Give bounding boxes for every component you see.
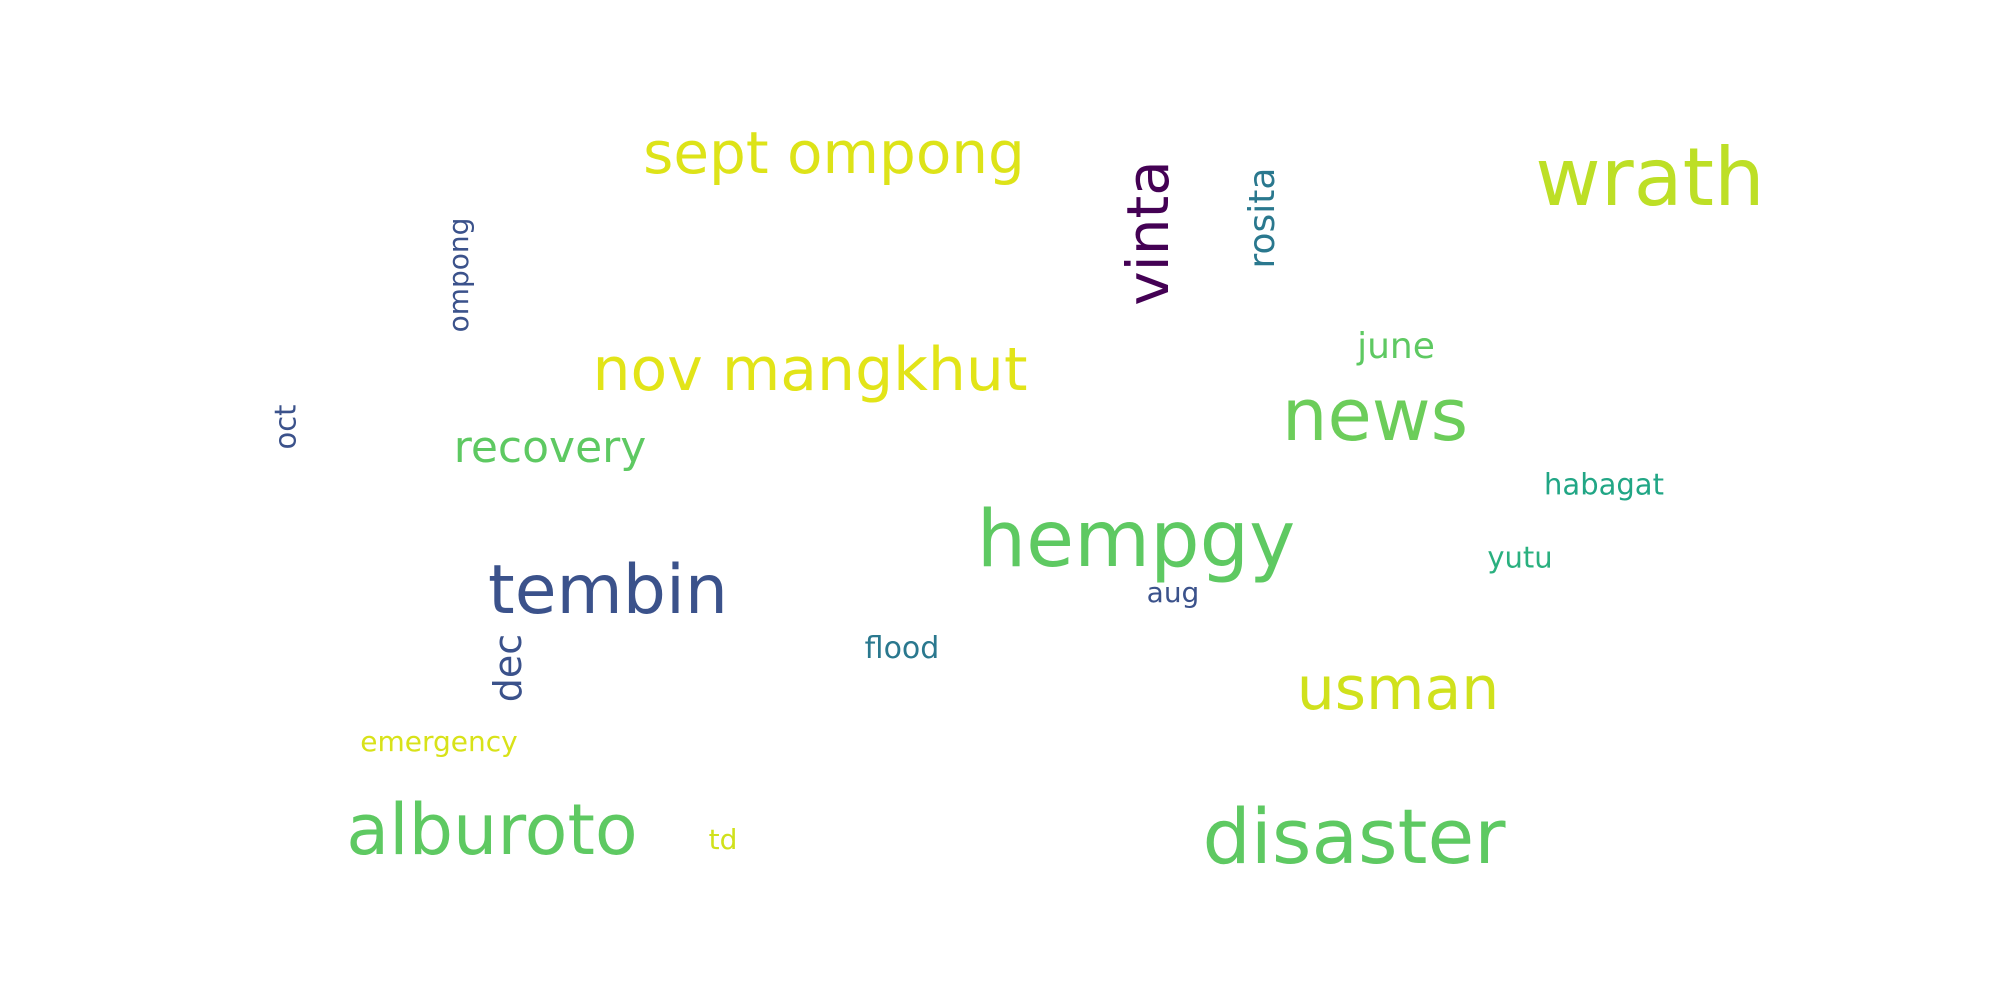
- word-sept-ompong: sept ompong: [643, 119, 1025, 187]
- word-habagat: habagat: [1544, 467, 1664, 502]
- word-wrath: wrath: [1535, 131, 1765, 224]
- word-vinta: vinta: [1114, 160, 1182, 306]
- word-news: news: [1281, 373, 1469, 457]
- word-alburoto: alburoto: [346, 789, 638, 871]
- word-yutu: yutu: [1487, 540, 1553, 575]
- word-tembin: tembin: [488, 551, 728, 630]
- word-td: td: [708, 823, 738, 856]
- word-rosita: rosita: [1242, 167, 1283, 269]
- word-ompong: ompong: [442, 217, 475, 333]
- word-usman: usman: [1296, 654, 1500, 724]
- word-dec: dec: [486, 633, 530, 703]
- word-aug: aug: [1146, 576, 1200, 609]
- word-nov-mangkhut: nov mangkhut: [592, 335, 1028, 405]
- word-oct: oct: [268, 404, 303, 450]
- word-hempgy: hempgy: [976, 495, 1296, 585]
- word-disaster: disaster: [1202, 792, 1506, 881]
- word-recovery: recovery: [453, 422, 647, 473]
- word-emergency: emergency: [360, 725, 518, 758]
- word-june: june: [1357, 326, 1435, 367]
- word-flood: flood: [864, 631, 940, 666]
